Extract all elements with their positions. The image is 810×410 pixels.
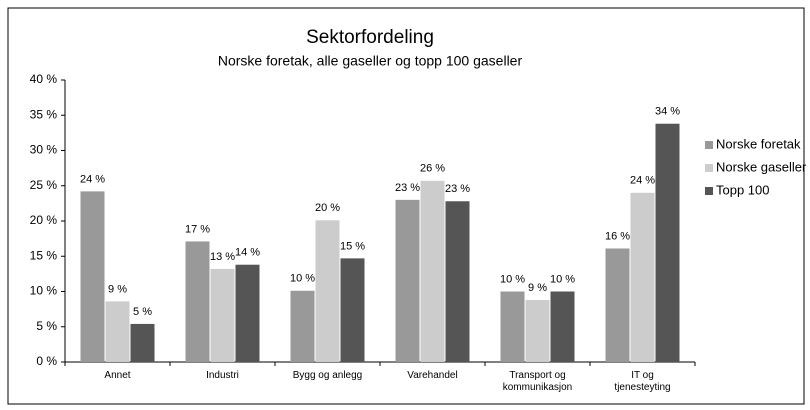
data-label: 24 % [80,173,105,185]
bar [130,323,155,362]
bar [210,268,235,362]
y-tick-label: 20 % [30,213,58,227]
data-label: 26 % [420,163,445,175]
data-label: 17 % [185,223,210,235]
data-label: 34 % [655,106,680,118]
y-tick-label: 10 % [30,284,58,298]
legend-label: Norske foretak [716,136,801,151]
legend-swatch [705,164,713,172]
bar [605,248,630,362]
data-label: 9 % [528,282,547,294]
data-label: 9 % [108,283,127,295]
legend-swatch [705,187,713,195]
x-tick-label: Varehandel [407,370,458,381]
y-tick-label: 30 % [30,143,58,157]
data-label: 16 % [605,230,630,242]
bar [290,290,315,362]
data-label: 10 % [550,273,575,285]
data-label: 23 % [395,182,420,194]
chart-subtitle: Norske foretak, alle gaseller og topp 10… [218,53,523,69]
legend-swatch [705,141,713,149]
data-label: 10 % [500,273,525,285]
bar [315,220,340,362]
data-label: 5 % [133,306,152,318]
legend-label: Topp 100 [716,182,770,197]
bar [525,299,550,362]
data-label: 24 % [630,175,655,187]
legend-label: Norske gaseller [716,159,807,174]
bar [500,291,525,362]
y-tick-label: 5 % [36,319,57,333]
x-tick-label: Industri [206,370,239,381]
y-tick-label: 35 % [30,107,58,121]
y-tick-label: 25 % [30,178,58,192]
data-label: 23 % [445,183,470,195]
data-label: 20 % [315,202,340,214]
chart-title: Sektorfordeling [306,27,434,48]
bar [420,180,445,362]
data-label: 10 % [290,273,315,285]
x-tick-label: Transport og kommunikasjon [502,370,573,393]
y-tick-label: 0 % [36,354,57,368]
data-label: 14 % [235,247,260,259]
bar [655,123,680,363]
bar [445,201,470,362]
y-tick-label: 15 % [30,248,58,262]
data-label: 15 % [340,240,365,252]
bar [395,199,420,362]
x-tick-label: IT og tjenesteyting [614,370,671,393]
bar [80,191,105,362]
data-label: 13 % [210,251,235,263]
bar [630,192,655,362]
bar [235,264,260,362]
bar [185,241,210,362]
bar [105,301,130,362]
x-tick-label: Annet [104,370,131,381]
bar [340,258,365,362]
y-tick-label: 40 % [30,72,58,86]
x-tick-label: Bygg og anlegg [292,370,363,381]
bar [550,291,575,362]
